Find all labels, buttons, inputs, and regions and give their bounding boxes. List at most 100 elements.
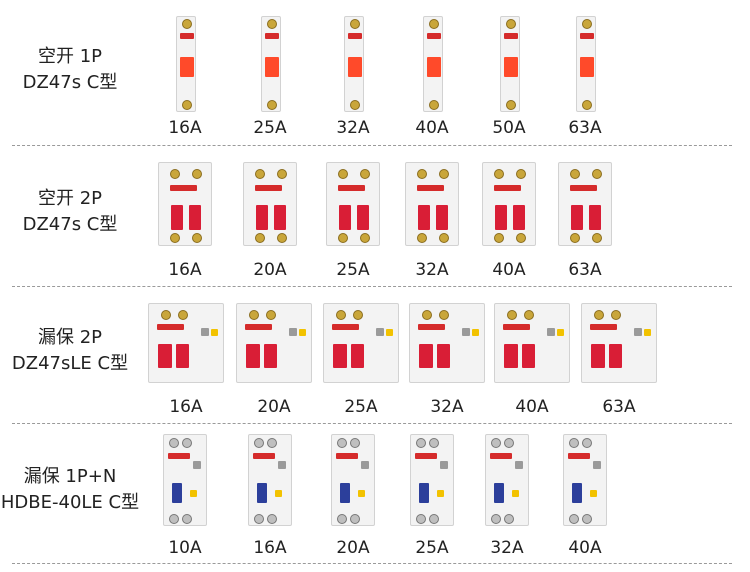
test-button (190, 490, 198, 498)
toggle-handle (158, 344, 172, 368)
product-item[interactable]: 63A (577, 301, 661, 417)
breaker-image (236, 303, 312, 383)
terminal-screw-icon (491, 438, 501, 448)
toggle-handle (348, 57, 362, 77)
rating-label: 32A (415, 260, 449, 280)
product-item[interactable]: 16A (150, 160, 220, 280)
toggle-handle (494, 205, 507, 231)
product-item[interactable]: 32A (405, 301, 489, 417)
brand-logo (504, 33, 518, 39)
product-item[interactable]: 25A (319, 301, 403, 417)
terminal-screw-icon (582, 19, 592, 29)
test-button (437, 490, 445, 498)
row-title-line2: DZ47s C型 (22, 214, 118, 235)
brand-logo (580, 33, 594, 39)
product-item[interactable]: 40A (558, 432, 612, 558)
rating-label: 32A (490, 538, 524, 558)
breaker-image (331, 434, 375, 526)
terminal-screw-icon (170, 169, 181, 179)
terminal-screw-icon (429, 19, 439, 29)
terminal-screw-icon (429, 100, 439, 110)
product-item[interactable]: 32A (328, 10, 378, 138)
terminal-screw-icon (429, 514, 439, 524)
terminal-screw-icon (438, 169, 449, 179)
product-item[interactable]: 25A (245, 10, 295, 138)
brand-logo (415, 453, 437, 459)
toggle-handle (580, 57, 594, 77)
breaker-image (326, 162, 380, 246)
terminal-screw-icon (591, 233, 602, 243)
rating-label: 40A (515, 397, 549, 417)
brand-logo (490, 453, 512, 459)
product-item[interactable]: 20A (235, 160, 305, 280)
terminal-screw-icon (350, 514, 360, 524)
terminal-screw-icon (335, 310, 346, 320)
terminal-screw-icon (491, 514, 501, 524)
rating-label: 40A (568, 538, 602, 558)
terminal-screw-icon (276, 169, 287, 179)
toggle-handle (512, 205, 525, 231)
product-item[interactable]: 50A (484, 10, 534, 138)
row-title-line1: 空开 1P (37, 46, 103, 67)
terminal-screw-icon (337, 438, 347, 448)
brand-logo (332, 324, 359, 330)
rating-label: 50A (492, 118, 526, 138)
brand-logo (416, 185, 444, 191)
product-item[interactable]: 10A (158, 432, 212, 558)
terminal-screw-icon (267, 438, 277, 448)
terminal-screw-icon (169, 438, 179, 448)
toggle-handle (572, 482, 582, 504)
terminal-screw-icon (182, 100, 192, 110)
test-button (644, 329, 652, 336)
row-title-line2: DZ47sLE C型 (11, 353, 129, 374)
terminal-screw-icon (494, 169, 505, 179)
product-item[interactable]: 16A (144, 301, 228, 417)
indicator-window (375, 328, 384, 336)
product-item[interactable]: 63A (560, 10, 610, 138)
toggle-handle (608, 344, 623, 368)
product-item[interactable]: 63A (550, 160, 620, 280)
product-item[interactable]: 25A (318, 160, 388, 280)
product-item[interactable]: 16A (243, 432, 297, 558)
rating-label: 25A (415, 538, 449, 558)
terminal-screw-icon (267, 100, 277, 110)
terminal-screw-icon (182, 438, 192, 448)
product-item[interactable]: 40A (407, 10, 457, 138)
rating-label: 63A (568, 260, 602, 280)
terminal-screw-icon (417, 233, 428, 243)
indicator-window (514, 461, 523, 469)
toggle-handle (419, 482, 429, 504)
rating-label: 16A (169, 397, 203, 417)
product-item[interactable]: 25A (405, 432, 459, 558)
rating-label: 40A (492, 260, 526, 280)
terminal-screw-icon (593, 310, 604, 320)
indicator-window (546, 328, 555, 336)
rating-label: 63A (568, 118, 602, 138)
row-title-line2: DZ47s C型 (22, 72, 118, 93)
breaker-image (576, 16, 596, 112)
indicator-window (439, 461, 448, 469)
brand-logo (590, 324, 617, 330)
toggle-handle (504, 57, 518, 77)
terminal-screw-icon (267, 514, 277, 524)
toggle-handle (257, 482, 267, 504)
product-item[interactable]: 40A (474, 160, 544, 280)
brand-logo (337, 185, 365, 191)
breaker-image (323, 303, 399, 383)
product-item[interactable]: 40A (490, 301, 574, 417)
toggle-handle (263, 344, 278, 368)
product-item[interactable]: 32A (397, 160, 467, 280)
rating-label: 32A (430, 397, 464, 417)
product-item[interactable]: 20A (232, 301, 316, 417)
brand-logo (253, 453, 275, 459)
indicator-window (360, 461, 369, 469)
toggle-handle (255, 205, 268, 231)
product-item[interactable]: 20A (326, 432, 380, 558)
breaker-image (248, 434, 292, 526)
product-item[interactable]: 32A (480, 432, 534, 558)
toggle-handle (504, 344, 518, 368)
toggle-handle (273, 205, 286, 231)
terminal-screw-icon (506, 19, 516, 29)
terminal-screw-icon (350, 100, 360, 110)
product-item[interactable]: 16A (160, 10, 210, 138)
